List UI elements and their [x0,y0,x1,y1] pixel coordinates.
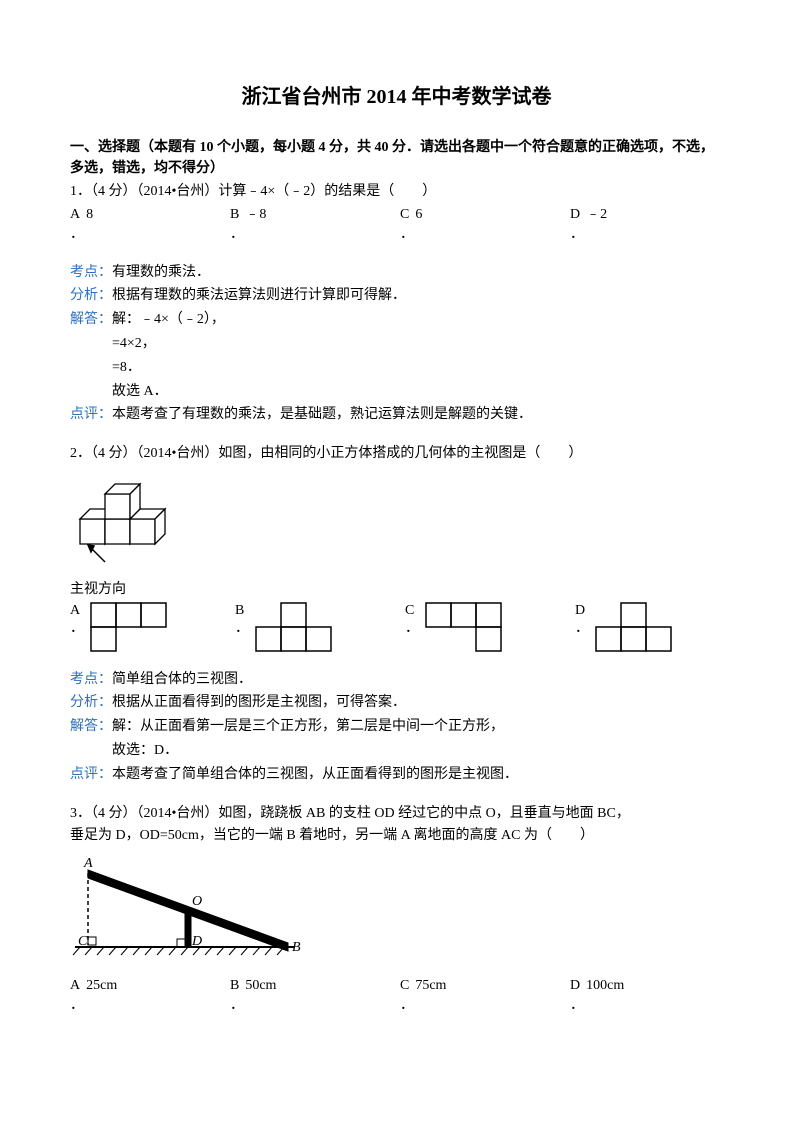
label-jieda: 解答： [70,719,112,734]
q2-jieda-2: 故选：D． [70,739,723,763]
opt-dot: ． [230,996,400,1016]
q3-figure: A O C D B [70,855,723,970]
question-3: 3．（4 分）（2014•台州）如图，跷跷板 AB 的支柱 OD 经过它的中点 … [70,803,723,1016]
opt-letter: A [70,205,80,225]
q2-jieda-1: 解：从正面看第一层是三个正方形，第二层是中间一个正方形， [112,719,504,734]
q2-opt-c: C． [405,602,575,652]
q3-text-1: 3．（4 分）（2014•台州）如图，跷跷板 AB 的支柱 OD 经过它的中点 … [70,803,723,825]
svg-text:A: A [83,856,93,871]
q3-options: A 25cm ． B 50cm ． C 75cm ． D 100cm ． [70,976,723,1015]
q1-fenxi: 根据有理数的乘法运算法则进行计算即可得解． [112,288,406,303]
opt-letter: C [405,602,419,620]
q1-opt-b: B ﹣8 ． [230,205,400,244]
opt-letter: D [570,205,580,225]
q3-opt-b: B 50cm ． [230,976,400,1015]
q3-opt-c: C 75cm ． [400,976,570,1015]
opt-letter: B [230,205,239,225]
opt-dot: ． [70,620,84,638]
q1-jieda-4: 故选 A． [70,380,723,404]
cubes-icon [70,474,200,569]
q1-jieda-2: =4×2， [70,332,723,356]
q1-jieda-1: 解：﹣4×（﹣2）， [112,312,225,327]
opt-value: 50cm [245,976,276,996]
label-kaodian: 考点： [70,672,112,687]
opt-dot: ． [235,620,249,638]
opt-value: 75cm [415,976,446,996]
q1-dianping: 本题考查了有理数的乘法，是基础题，熟记运算法则是解题的关键． [112,407,532,422]
q2-view-label: 主视方向 [70,578,723,598]
opt-letter: D [570,976,580,996]
opt-value: ﹣2 [586,205,607,225]
opt-dot: ． [405,620,419,638]
section-1-heading: 一、选择题（本题有 10 个小题，每小题 4 分，共 40 分．请选出各题中一个… [70,137,723,179]
opt-dot: ． [400,225,570,245]
q2-analysis: 考点：简单组合体的三视图． 分析：根据从正面看得到的图形是主视图，可得答案． 解… [70,668,723,787]
question-2: 2．（4 分）（2014•台州）如图，由相同的小正方体搭成的几何体的主视图是（ … [70,443,723,786]
q2-opt-d: D． [575,602,715,652]
label-jieda: 解答： [70,312,112,327]
option-shape-icon [90,602,168,652]
opt-letter: B [235,602,249,620]
opt-dot: ． [400,996,570,1016]
page: 浙江省台州市 2014 年中考数学试卷 一、选择题（本题有 10 个小题，每小题… [0,0,793,1122]
q1-options: A8 ． B ﹣8 ． C6 ． D ﹣2 ． [70,205,723,244]
opt-value: 100cm [586,976,624,996]
option-shape-icon [425,602,503,652]
q2-opt-b: B． [235,602,405,652]
q2-dianping: 本题考查了简单组合体的三视图，从正面看得到的图形是主视图． [112,767,518,782]
q3-opt-a: A 25cm ． [70,976,230,1015]
q3-text-2: 垂足为 D，OD=50cm，当它的一端 B 着地时，另一端 A 离地面的高度 A… [70,825,723,847]
q3-opt-d: D 100cm ． [570,976,710,1015]
opt-value: ﹣8 [245,205,266,225]
svg-text:C: C [78,934,88,949]
label-kaodian: 考点： [70,265,112,280]
q1-analysis: 考点：有理数的乘法． 分析：根据有理数的乘法运算法则进行计算即可得解． 解答：解… [70,261,723,428]
opt-letter: A [70,602,84,620]
svg-text:D: D [191,934,202,949]
option-shape-icon [595,602,673,652]
opt-value: 6 [415,205,422,225]
seesaw-icon: A O C D B [70,855,310,965]
opt-dot: ． [575,620,589,638]
opt-letter: D [575,602,589,620]
q2-kaodian: 简单组合体的三视图． [112,672,252,687]
opt-letter: B [230,976,239,996]
q2-fenxi: 根据从正面看得到的图形是主视图，可得答案． [112,695,406,710]
q2-text: 2．（4 分）（2014•台州）如图，由相同的小正方体搭成的几何体的主视图是（ … [70,443,723,465]
q1-opt-c: C6 ． [400,205,570,244]
label-fenxi: 分析： [70,695,112,710]
label-dianping: 点评： [70,407,112,422]
question-1: 1．（4 分）（2014•台州）计算﹣4×（﹣2）的结果是（ ） A8 ． B ﹣… [70,181,723,427]
opt-value: 25cm [86,976,117,996]
q2-opt-a: A． [70,602,235,652]
exam-title: 浙江省台州市 2014 年中考数学试卷 [70,80,723,109]
label-fenxi: 分析： [70,288,112,303]
option-shape-icon [255,602,333,652]
q1-opt-d: D ﹣2 ． [570,205,710,244]
q1-kaodian: 有理数的乘法． [112,265,210,280]
opt-letter: A [70,976,80,996]
opt-dot: ． [70,225,230,245]
q1-opt-a: A8 ． [70,205,230,244]
opt-dot: ． [570,996,710,1016]
svg-text:B: B [292,940,301,955]
opt-value: 8 [86,205,93,225]
opt-dot: ． [230,225,400,245]
opt-letter: C [400,976,409,996]
q2-options: A． B． [70,602,723,652]
q1-text: 1．（4 分）（2014•台州）计算﹣4×（﹣2）的结果是（ ） [70,181,723,203]
opt-letter: C [400,205,409,225]
label-dianping: 点评： [70,767,112,782]
svg-text:O: O [192,894,202,909]
opt-dot: ． [570,225,710,245]
q1-jieda-3: =8． [70,356,723,380]
q2-figure [70,474,723,574]
opt-dot: ． [70,996,230,1016]
